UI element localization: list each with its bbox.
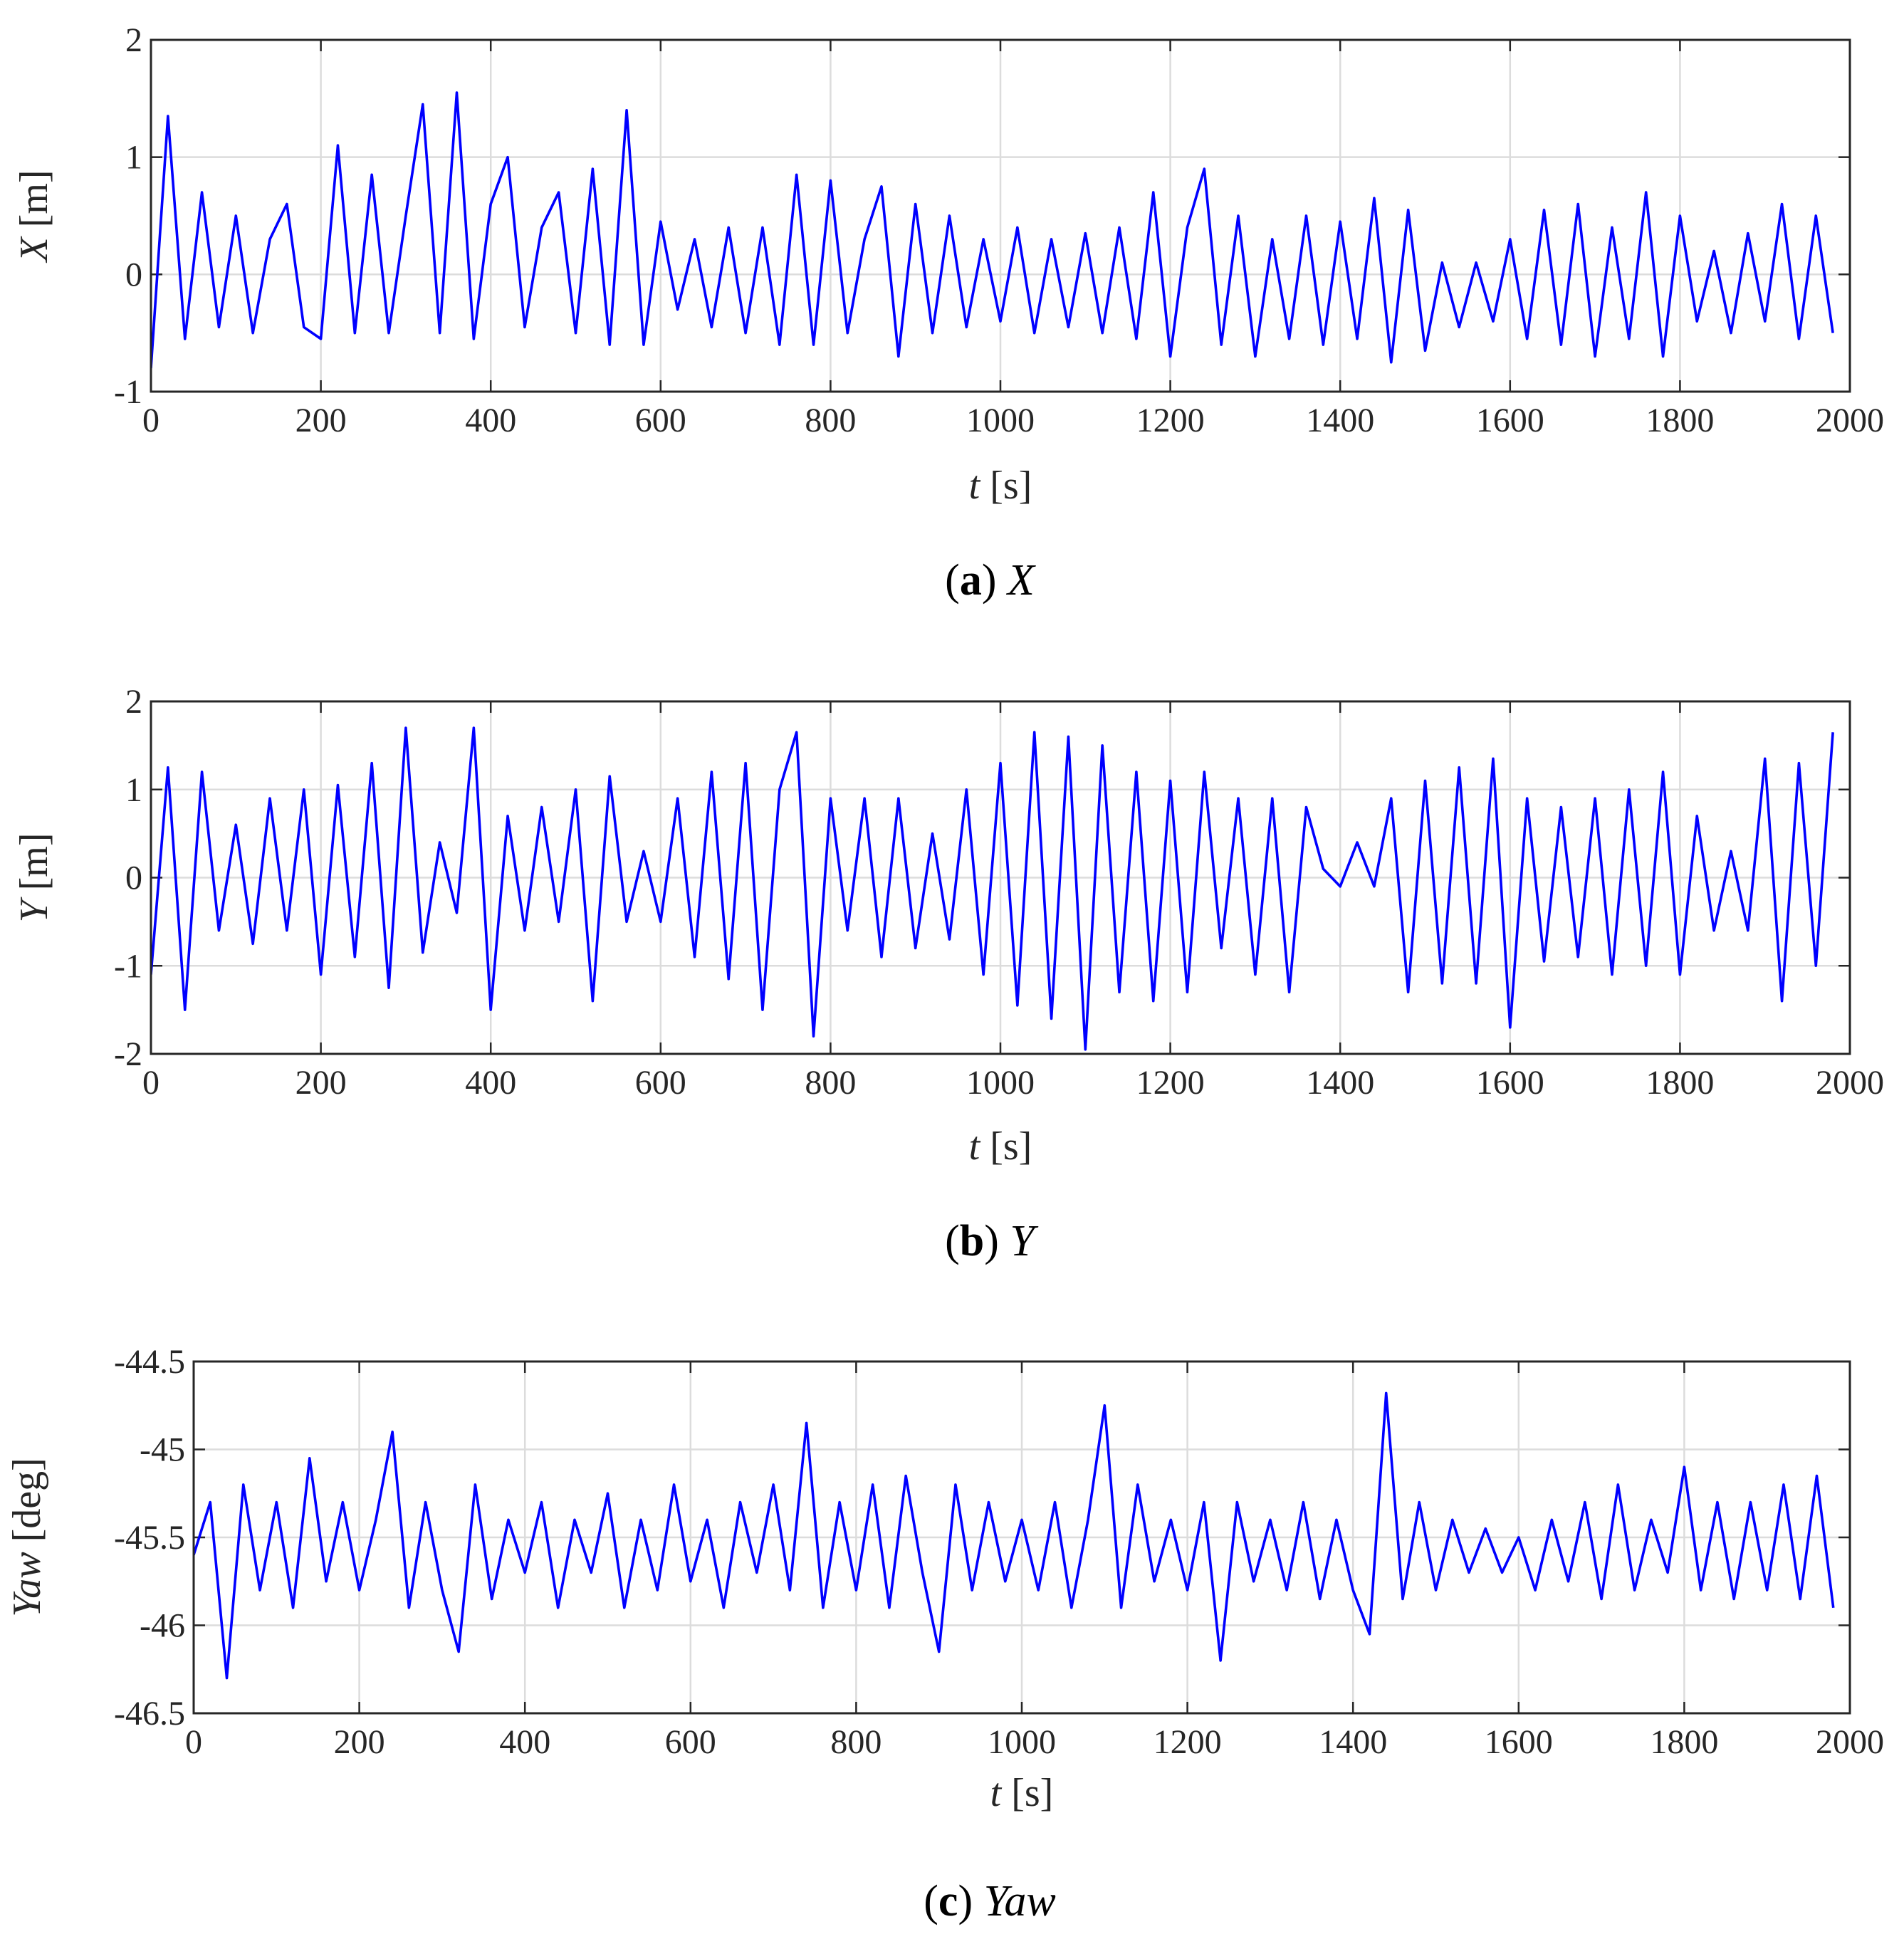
caption-part: b bbox=[960, 1217, 984, 1265]
caption-part: Yaw bbox=[984, 1877, 1056, 1925]
x-tick-label: 1000 bbox=[966, 1064, 1035, 1102]
x-tick-label: 1800 bbox=[1646, 402, 1714, 439]
x-tick-label: 800 bbox=[805, 402, 856, 439]
x-tick-label: 1600 bbox=[1485, 1723, 1553, 1761]
x-axis-label-part: [s] bbox=[1001, 1771, 1053, 1815]
x-tick-label: 600 bbox=[635, 402, 686, 439]
x-tick-label: 1400 bbox=[1306, 402, 1374, 439]
y-axis-label-part: [m] bbox=[12, 832, 56, 900]
x-tick-label: 0 bbox=[142, 1064, 159, 1102]
x-axis-label: t [s] bbox=[969, 1124, 1032, 1169]
y-axis-label: Y [m] bbox=[12, 832, 56, 922]
y-axis-label: Yaw [deg] bbox=[5, 1458, 49, 1617]
caption-part: c bbox=[938, 1877, 958, 1925]
caption: (c) Yaw bbox=[924, 1877, 1056, 1925]
y-tick-label: 0 bbox=[125, 256, 142, 293]
x-tick-label: 1400 bbox=[1319, 1723, 1387, 1761]
y-tick-label: -44.5 bbox=[114, 1343, 185, 1381]
y-axis-label-part: [deg] bbox=[5, 1458, 49, 1552]
x-axis-label: t [s] bbox=[969, 464, 1032, 508]
x-tick-label: 2000 bbox=[1816, 402, 1884, 439]
y-tick-label: 1 bbox=[125, 139, 142, 177]
caption: (b) Y bbox=[945, 1217, 1038, 1265]
x-tick-label: 2000 bbox=[1816, 1723, 1884, 1761]
y-tick-label: -1 bbox=[114, 947, 142, 985]
data-line bbox=[151, 91, 1834, 369]
caption-part: Y bbox=[1010, 1217, 1038, 1265]
y-axis-label: X [m] bbox=[12, 169, 56, 263]
caption-part: ) bbox=[984, 1217, 1010, 1265]
y-axis-label-part: Y bbox=[12, 897, 56, 923]
x-tick-label: 1600 bbox=[1476, 402, 1544, 439]
x-axis-label: t [s] bbox=[990, 1771, 1054, 1815]
caption-part: ) bbox=[958, 1877, 983, 1925]
y-axis-label-part: Yaw bbox=[5, 1552, 49, 1616]
x-tick-label: 1000 bbox=[966, 402, 1035, 439]
y-tick-label: -46 bbox=[140, 1607, 185, 1645]
x-tick-label: 400 bbox=[499, 1723, 550, 1761]
data-line bbox=[194, 1391, 1835, 1680]
y-axis-label-part: X bbox=[12, 236, 56, 263]
y-tick-label: -2 bbox=[114, 1035, 142, 1073]
caption-part: ) bbox=[982, 556, 1008, 605]
y-tick-label: -45 bbox=[140, 1431, 185, 1469]
x-tick-label: 200 bbox=[334, 1723, 385, 1761]
caption-part: ( bbox=[924, 1877, 938, 1925]
x-axis-label-part: [s] bbox=[980, 1124, 1032, 1169]
caption-part: a bbox=[960, 556, 982, 605]
y-tick-label: 2 bbox=[125, 21, 142, 59]
axes-box bbox=[150, 700, 1851, 1055]
x-tick-label: 1000 bbox=[988, 1723, 1056, 1761]
y-tick-label: 1 bbox=[125, 771, 142, 809]
y-tick-label: 2 bbox=[125, 683, 142, 721]
caption-part: X bbox=[1005, 556, 1036, 605]
x-axis-label-part: t bbox=[969, 1124, 981, 1169]
y-tick-label: -1 bbox=[114, 373, 142, 411]
x-tick-label: 1600 bbox=[1476, 1064, 1544, 1102]
x-tick-label: 400 bbox=[465, 402, 516, 439]
x-tick-label: 800 bbox=[830, 1723, 882, 1761]
y-tick-label: -45.5 bbox=[114, 1519, 185, 1557]
x-tick-label: 600 bbox=[635, 1064, 686, 1102]
x-tick-label: 1200 bbox=[1136, 402, 1205, 439]
x-tick-label: 2000 bbox=[1816, 1064, 1884, 1102]
x-tick-label: 1800 bbox=[1650, 1723, 1718, 1761]
x-tick-label: 0 bbox=[185, 1723, 202, 1761]
x-tick-label: 800 bbox=[805, 1064, 856, 1102]
caption-part: ( bbox=[945, 1217, 960, 1265]
caption-part: ( bbox=[945, 556, 960, 605]
x-axis-label-part: t bbox=[969, 464, 981, 508]
x-tick-label: 400 bbox=[465, 1064, 516, 1102]
axes-box bbox=[192, 1360, 1851, 1715]
y-axis-label-part: [m] bbox=[12, 169, 56, 237]
x-axis-label-part: [s] bbox=[980, 464, 1032, 508]
data-line bbox=[151, 726, 1834, 1051]
x-axis-label-part: t bbox=[990, 1771, 1003, 1815]
x-tick-label: 1400 bbox=[1306, 1064, 1374, 1102]
x-tick-label: 200 bbox=[295, 402, 347, 439]
caption: (a) X bbox=[945, 556, 1036, 605]
x-tick-label: 0 bbox=[142, 402, 159, 439]
x-tick-label: 1200 bbox=[1136, 1064, 1205, 1102]
y-tick-label: -46.5 bbox=[114, 1695, 185, 1732]
x-tick-label: 1800 bbox=[1646, 1064, 1714, 1102]
y-tick-label: 0 bbox=[125, 859, 142, 897]
x-tick-label: 200 bbox=[295, 1064, 347, 1102]
x-tick-label: 600 bbox=[665, 1723, 716, 1761]
x-tick-label: 1200 bbox=[1154, 1723, 1222, 1761]
axes-box bbox=[150, 38, 1851, 393]
